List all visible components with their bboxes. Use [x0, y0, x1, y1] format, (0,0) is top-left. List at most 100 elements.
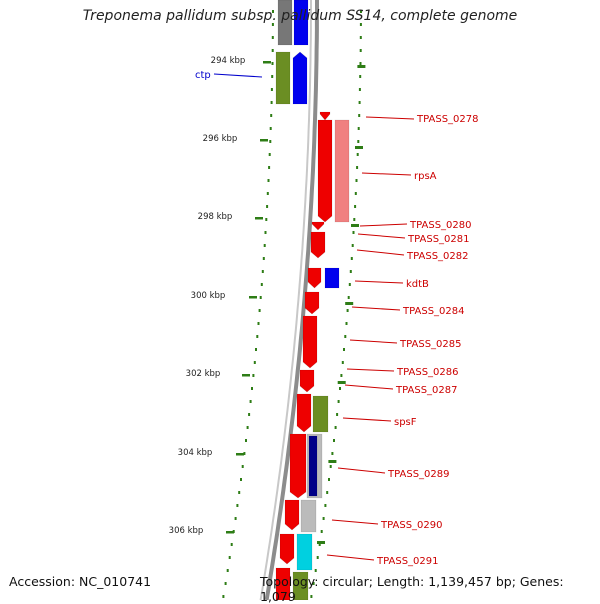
kbp-label: 304 kbp	[178, 448, 213, 458]
left-tick-dot	[238, 491, 241, 494]
label-leader	[337, 467, 386, 474]
label-leader	[344, 384, 394, 390]
cds-block	[317, 119, 333, 223]
left-tick-dot	[262, 257, 265, 260]
right-tick-dot	[324, 504, 327, 507]
right-tick-dot	[358, 114, 361, 117]
right-tick-dot	[359, 36, 362, 39]
cds-block	[289, 433, 307, 499]
left-tick-dot	[271, 49, 274, 52]
right-tick-dot	[340, 374, 343, 377]
left-tick-dot	[259, 296, 262, 299]
left-major-tick	[226, 531, 234, 534]
left-tick-dot	[256, 335, 259, 338]
label-leader	[351, 306, 401, 311]
left-tick-dot	[272, 10, 274, 13]
label-leader	[365, 116, 415, 120]
right-tick-dot	[345, 322, 348, 325]
left-tick-dot	[263, 244, 266, 247]
right-tick-dot	[357, 127, 360, 130]
left-tick-dot	[252, 374, 255, 377]
kbp-label: 294 kbp	[211, 56, 246, 66]
right-tick-dot	[350, 257, 353, 260]
left-tick-dot	[243, 452, 246, 455]
gene-label-tpass_0281: TPASS_0281	[407, 234, 469, 245]
cds-block	[319, 111, 331, 121]
right-tick-dot	[356, 166, 359, 169]
gene-label-rpsa: rpsA	[414, 171, 437, 182]
right-tick-dot	[310, 595, 313, 598]
left-tick-dot	[253, 361, 256, 364]
label-leader	[342, 417, 392, 422]
gene-label-tpass_0284: TPASS_0284	[402, 306, 464, 317]
left-tick-dot	[241, 465, 244, 468]
right-tick-dot	[354, 205, 357, 208]
left-tick-dot	[267, 179, 270, 182]
left-tick-dot	[270, 114, 273, 117]
cds-block	[299, 369, 315, 393]
left-major-tick	[255, 217, 263, 220]
gene-label-tpass_0290: TPASS_0290	[380, 520, 442, 531]
right-tick-dot	[354, 192, 357, 195]
right-tick-dot	[349, 270, 352, 273]
right-major-tick	[351, 224, 359, 227]
right-tick-dot	[329, 465, 332, 468]
right-tick-dot	[320, 530, 323, 533]
right-tick-dot	[326, 491, 329, 494]
label-leader	[213, 73, 263, 78]
gene-label-tpass_0287: TPASS_0287	[395, 385, 457, 396]
cds-block	[296, 393, 312, 433]
left-tick-dot	[260, 283, 263, 286]
cds-block	[310, 231, 326, 259]
right-tick-dot	[343, 348, 345, 351]
right-tick-dot	[328, 478, 330, 481]
left-tick-dot	[228, 556, 231, 559]
cds-block	[284, 499, 300, 531]
right-tick-dot	[356, 153, 359, 156]
label-leader	[357, 233, 406, 239]
right-tick-dot	[359, 23, 362, 26]
right-tick-dot	[357, 140, 360, 143]
right-major-tick	[355, 146, 363, 149]
left-tick-dot	[230, 543, 233, 546]
right-major-tick	[317, 541, 325, 544]
right-tick-dot	[336, 413, 339, 416]
cds-block	[334, 119, 350, 223]
right-tick-dot	[360, 10, 362, 13]
left-tick-dot	[269, 140, 272, 143]
right-tick-dot	[344, 335, 347, 338]
label-leader	[349, 339, 398, 344]
left-tick-dot	[265, 218, 268, 221]
label-leader	[356, 249, 405, 256]
left-tick-dot	[271, 75, 274, 78]
label-leader	[361, 172, 412, 176]
right-tick-dot	[318, 543, 321, 546]
kbp-label: 306 kbp	[169, 526, 204, 536]
gene-label-tpass_0291: TPASS_0291	[376, 556, 438, 567]
right-tick-dot	[353, 218, 356, 221]
left-major-tick	[263, 61, 271, 64]
left-tick-dot	[240, 478, 242, 481]
left-tick-dot	[258, 309, 261, 312]
gene-label-tpass_0280: TPASS_0280	[409, 220, 471, 231]
cds-block	[307, 267, 322, 289]
right-tick-dot	[359, 75, 362, 78]
left-tick-dot	[270, 101, 273, 104]
right-tick-dot	[337, 400, 340, 403]
right-tick-dot	[314, 569, 317, 572]
cds-block	[275, 51, 291, 105]
cds-block	[277, 0, 293, 46]
left-tick-dot	[222, 595, 225, 598]
right-tick-dot	[358, 101, 361, 104]
left-tick-dot	[269, 127, 272, 130]
gene-label-spsf: spsF	[394, 417, 417, 428]
cds-block	[302, 315, 318, 369]
left-tick-dot	[249, 400, 252, 403]
left-tick-dot	[257, 322, 260, 325]
accession-text: Accession: NC_010741	[9, 574, 152, 589]
left-tick-dot	[266, 192, 269, 195]
label-leader	[331, 519, 379, 525]
left-tick-dot	[271, 36, 274, 39]
genome-title: Treponema pallidum subsp. pallidum SS14,…	[82, 8, 518, 24]
